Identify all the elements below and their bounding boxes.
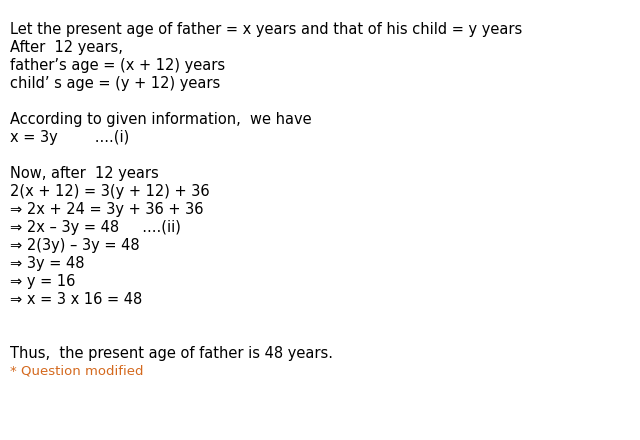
Text: ⇒ 2(3y) – 3y = 48: ⇒ 2(3y) – 3y = 48	[10, 238, 140, 253]
Text: Now, after  12 years: Now, after 12 years	[10, 166, 159, 181]
Text: According to given information,  we have: According to given information, we have	[10, 112, 312, 127]
Text: father’s age = (x + 12) years: father’s age = (x + 12) years	[10, 58, 225, 73]
Text: child’ s age = (y + 12) years: child’ s age = (y + 12) years	[10, 76, 220, 91]
Text: ⇒ x = 3 x 16 = 48: ⇒ x = 3 x 16 = 48	[10, 292, 142, 307]
Text: ⇒ 3y = 48: ⇒ 3y = 48	[10, 256, 84, 271]
Text: * Question modified: * Question modified	[10, 364, 143, 377]
Text: x = 3y        ....(i): x = 3y ....(i)	[10, 130, 129, 145]
Text: ⇒ y = 16: ⇒ y = 16	[10, 274, 76, 289]
Text: ⇒ 2x – 3y = 48     ....(ii): ⇒ 2x – 3y = 48 ....(ii)	[10, 220, 181, 235]
Text: Let the present age of father = x years and that of his child = y years: Let the present age of father = x years …	[10, 22, 522, 37]
Text: Thus,  the present age of father is 48 years.: Thus, the present age of father is 48 ye…	[10, 346, 333, 361]
Text: 2(x + 12) = 3(y + 12) + 36: 2(x + 12) = 3(y + 12) + 36	[10, 184, 210, 199]
Text: ⇒ 2x + 24 = 3y + 36 + 36: ⇒ 2x + 24 = 3y + 36 + 36	[10, 202, 204, 217]
Text: After  12 years,: After 12 years,	[10, 40, 123, 55]
